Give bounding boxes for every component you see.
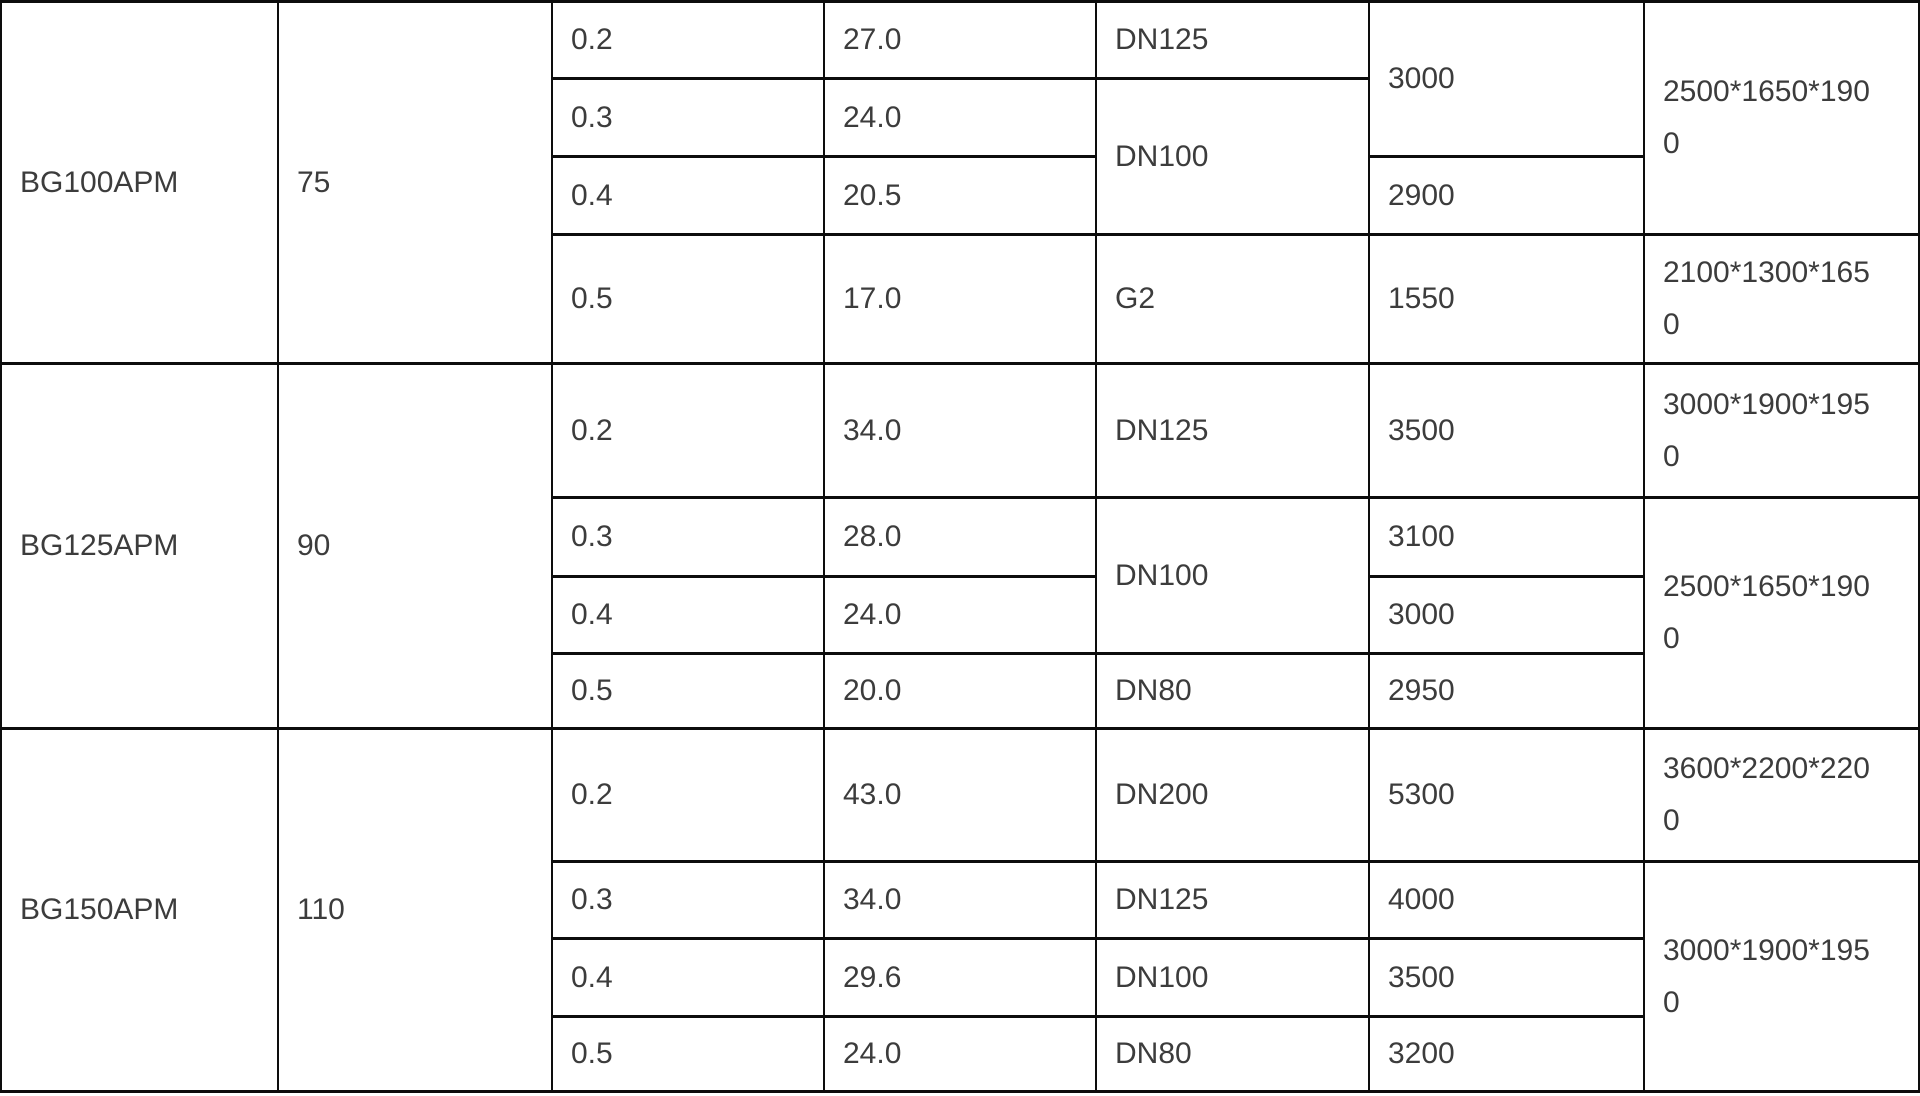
cell-pressure: 0.4 <box>551 575 825 655</box>
cell-port: DN100 <box>1095 937 1370 1018</box>
cell-flow: 43.0 <box>823 727 1097 863</box>
cell-flow: 34.0 <box>823 362 1097 499</box>
table-row: 0.5 24.0 DN80 3200 <box>1 1015 1919 1093</box>
cell-weight: 3000 <box>1368 575 1645 655</box>
table-row: 0.3 28.0 DN100 3100 2500*1650*1900 <box>1 496 1920 730</box>
cell-port: DN125 <box>1095 362 1370 499</box>
cell-flow: 17.0 <box>823 233 1097 365</box>
cell-port: DN80 <box>1095 652 1370 730</box>
cell-pressure: 0.3 <box>551 860 825 940</box>
cell-pressure: 0.3 <box>551 496 825 578</box>
cell-pressure: 0.3 <box>551 77 825 158</box>
cell-pressure: 0.2 <box>551 727 825 863</box>
cell-weight: 1550 <box>1368 233 1645 365</box>
cell-weight: 3500 <box>1368 937 1645 1018</box>
cell-weight: 5300 <box>1368 727 1645 863</box>
cell-model: BG125APM <box>0 362 279 730</box>
cell-flow: 24.0 <box>823 575 1097 655</box>
cell-flow: 20.5 <box>823 155 1097 236</box>
cell-dimensions: 3600*2200*2200 <box>1643 727 1920 863</box>
cell-port: DN125 <box>1095 0 1370 80</box>
cell-port: G2 <box>1095 233 1370 365</box>
table-row: 0.4 29.6 DN100 3500 <box>1 937 1919 1018</box>
cell-power: 90 <box>277 362 553 730</box>
cell-dimensions: 3000*1900*1950 <box>1643 860 1920 1093</box>
cell-port: DN100 <box>1095 496 1370 655</box>
cell-dimensions: 2100*1300*1650 <box>1643 233 1920 365</box>
cell-pressure: 0.5 <box>551 1015 825 1093</box>
cell-flow: 20.0 <box>823 652 1097 730</box>
table-row: 0.5 20.0 DN80 2950 <box>1 652 1919 730</box>
cell-port: DN125 <box>1095 860 1370 940</box>
cell-flow: 29.6 <box>823 937 1097 1018</box>
cell-weight: 3200 <box>1368 1015 1645 1093</box>
cell-flow: 27.0 <box>823 0 1097 80</box>
cell-flow: 24.0 <box>823 77 1097 158</box>
cell-power: 110 <box>277 727 553 1093</box>
table-row: 0.3 24.0 DN100 <box>1 77 1919 236</box>
cell-pressure: 0.4 <box>551 155 825 236</box>
cell-pressure: 0.2 <box>551 362 825 499</box>
cell-model: BG150APM <box>0 727 279 1093</box>
cell-weight: 2900 <box>1368 155 1645 236</box>
cell-weight: 2950 <box>1368 652 1645 730</box>
cell-port: DN100 <box>1095 77 1370 236</box>
table-row: BG125APM 90 0.2 34.0 DN125 3500 3000*190… <box>0 362 1920 730</box>
cell-pressure: 0.5 <box>551 233 825 365</box>
cell-weight: 3000 <box>1368 0 1645 158</box>
cell-pressure: 0.2 <box>551 0 825 80</box>
cell-port: DN80 <box>1095 1015 1370 1093</box>
cell-flow: 28.0 <box>823 496 1097 578</box>
table-row: BG150APM 110 0.2 43.0 DN200 5300 3600*22… <box>0 727 1920 1093</box>
table-row: 0.3 34.0 DN125 4000 3000*1900*1950 <box>1 860 1920 1093</box>
table-row: 0.5 17.0 G2 1550 2100*1300*1650 <box>1 233 1920 365</box>
cell-flow: 24.0 <box>823 1015 1097 1093</box>
cell-port: DN200 <box>1095 727 1370 863</box>
cell-pressure: 0.4 <box>551 937 825 1018</box>
table-row: BG100APM 75 0.2 27.0 DN125 3000 2500*165… <box>0 0 1920 365</box>
table-row: 0.4 20.5 2900 <box>1 155 1919 236</box>
cell-weight: 4000 <box>1368 860 1645 940</box>
cell-flow: 34.0 <box>823 860 1097 940</box>
cell-dimensions: 2500*1650*1900 <box>1643 496 1920 730</box>
cell-power: 75 <box>277 0 553 365</box>
cell-weight: 3500 <box>1368 362 1645 499</box>
cell-pressure: 0.5 <box>551 652 825 730</box>
cell-dimensions: 2500*1650*1900 <box>1643 0 1920 236</box>
cell-weight: 3100 <box>1368 496 1645 578</box>
cell-dimensions: 3000*1900*1950 <box>1643 362 1920 499</box>
cell-model: BG100APM <box>0 0 279 365</box>
table-row: 0.4 24.0 3000 <box>1 575 1919 655</box>
